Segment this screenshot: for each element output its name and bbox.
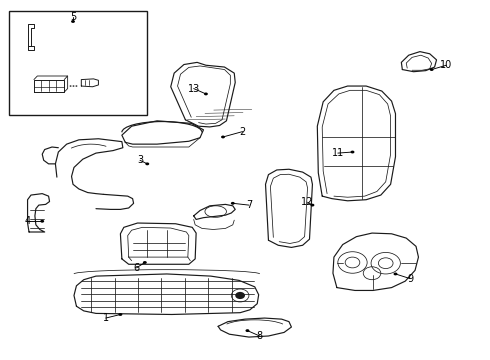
- Circle shape: [143, 261, 147, 264]
- Text: 2: 2: [240, 127, 245, 136]
- Circle shape: [70, 85, 72, 87]
- Bar: [9, 12, 147, 116]
- Circle shape: [231, 202, 235, 205]
- Circle shape: [146, 162, 149, 165]
- Circle shape: [119, 313, 122, 316]
- Circle shape: [245, 329, 249, 332]
- Text: 10: 10: [440, 60, 452, 70]
- Circle shape: [204, 93, 208, 95]
- Text: 5: 5: [70, 12, 76, 22]
- Circle shape: [75, 85, 77, 87]
- Circle shape: [350, 150, 354, 153]
- Text: 4: 4: [24, 216, 31, 226]
- Text: 8: 8: [257, 331, 263, 341]
- Circle shape: [221, 135, 225, 138]
- Text: 6: 6: [133, 263, 140, 273]
- Text: 3: 3: [137, 155, 143, 165]
- Text: 9: 9: [407, 274, 413, 284]
- Text: 13: 13: [188, 84, 200, 94]
- Circle shape: [311, 204, 315, 207]
- Text: 7: 7: [246, 200, 252, 210]
- Circle shape: [73, 85, 74, 87]
- Circle shape: [393, 273, 397, 275]
- Circle shape: [40, 220, 44, 223]
- Circle shape: [71, 20, 75, 23]
- Circle shape: [430, 68, 434, 71]
- Text: 12: 12: [301, 197, 314, 207]
- Circle shape: [235, 292, 245, 299]
- Text: 11: 11: [332, 148, 344, 158]
- Text: 1: 1: [103, 313, 109, 323]
